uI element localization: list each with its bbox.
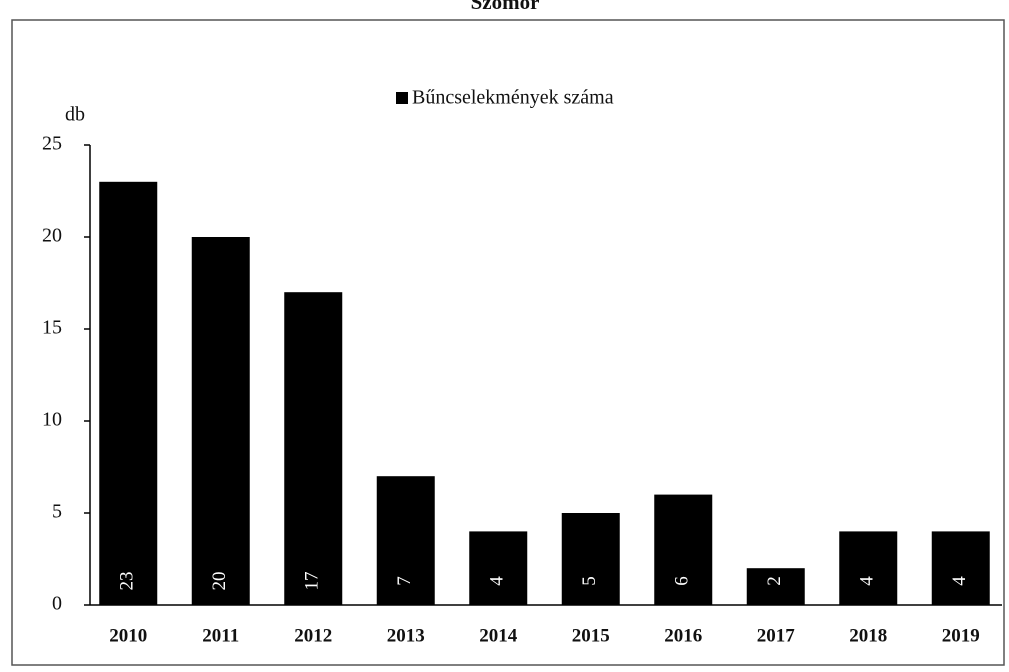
value-label: 4 <box>949 576 970 586</box>
frame <box>11 19 1005 666</box>
bar <box>746 568 805 605</box>
bar <box>469 531 528 605</box>
bar <box>376 476 435 605</box>
y-tick-label: 15 <box>42 317 62 339</box>
value-label: 7 <box>394 576 415 586</box>
x-tick-label: 2019 <box>942 625 980 646</box>
y-tick-label: 0 <box>52 593 62 615</box>
value-label: 20 <box>209 572 230 591</box>
bar <box>99 181 158 606</box>
value-label: 17 <box>302 572 323 591</box>
x-tick-label: 2015 <box>572 625 610 646</box>
bar <box>561 513 620 605</box>
bar <box>931 531 990 605</box>
value-label: 4 <box>487 576 508 586</box>
value-label: 2 <box>764 576 785 586</box>
y-tick-label: 10 <box>42 409 62 431</box>
x-tick-label: 2018 <box>849 625 887 646</box>
y-tick-label: 5 <box>52 501 62 523</box>
y-tick-label: 25 <box>42 133 62 155</box>
x-tick-label: 2011 <box>202 625 239 646</box>
legend-label: Bűncselekmények száma <box>412 87 614 109</box>
bar <box>839 531 898 605</box>
chart-title: Szomor <box>471 0 540 14</box>
x-tick-label: 2012 <box>294 625 332 646</box>
x-tick-label: 2013 <box>387 625 425 646</box>
x-tick-label: 2010 <box>109 625 147 646</box>
value-label: 4 <box>857 576 878 586</box>
value-label: 23 <box>117 572 138 591</box>
bar <box>654 494 713 605</box>
x-tick-label: 2017 <box>757 625 796 646</box>
x-tick-label: 2014 <box>479 625 518 646</box>
value-label: 6 <box>672 576 693 586</box>
y-axis-label: db <box>65 104 85 126</box>
x-tick-label: 2016 <box>664 625 702 646</box>
value-label: 5 <box>579 576 600 586</box>
y-tick-label: 20 <box>42 225 62 247</box>
bar <box>191 237 250 605</box>
bar <box>284 292 343 605</box>
legend-swatch <box>396 92 408 104</box>
